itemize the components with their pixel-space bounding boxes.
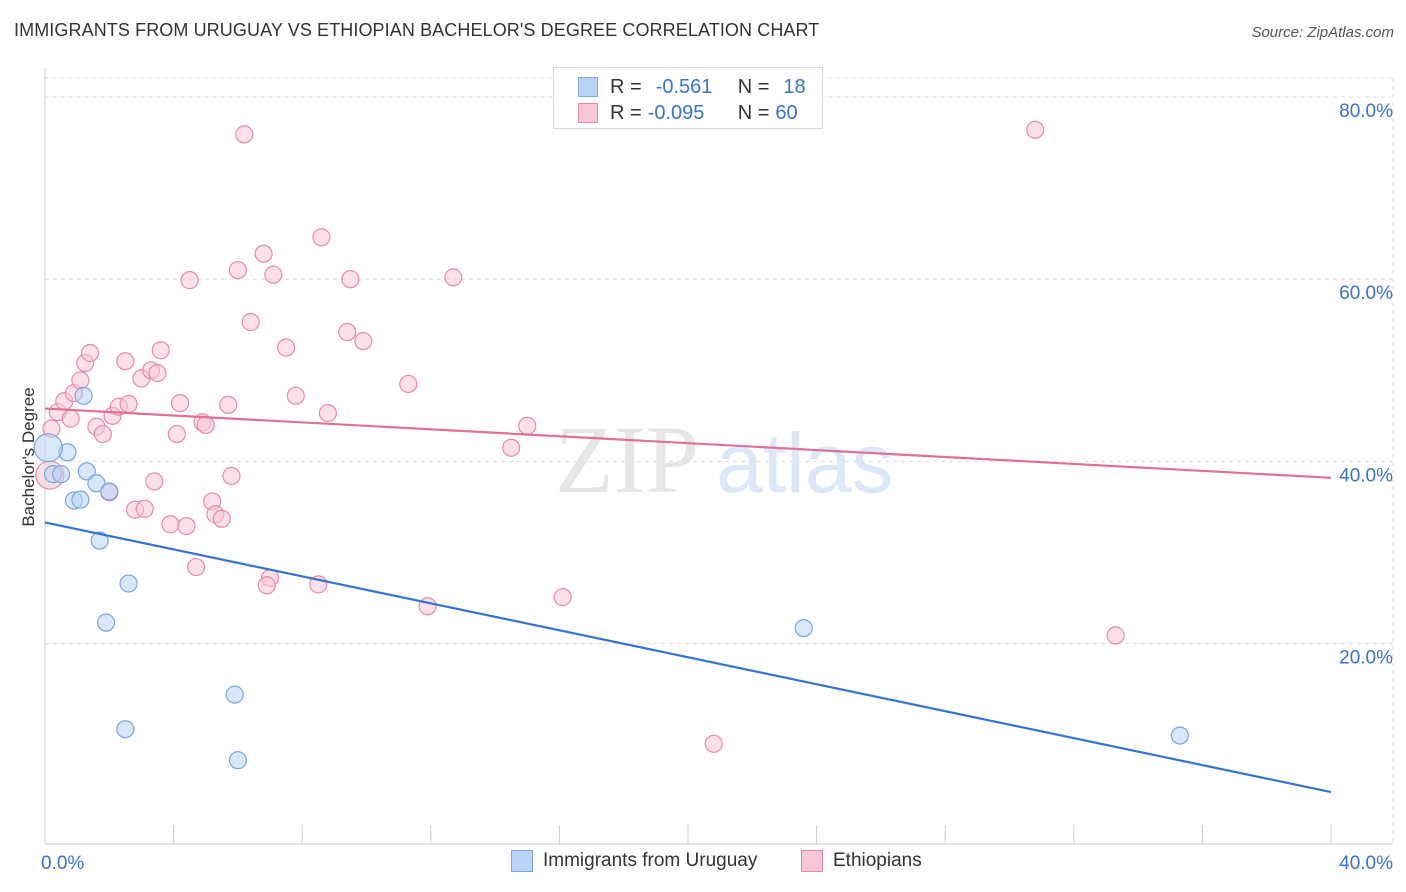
ethiopians-point: [1106, 626, 1125, 645]
uruguay-trend-line: [44, 521, 1332, 794]
ethiopians-point: [312, 228, 331, 247]
ethiopians-point: [80, 343, 100, 363]
ethiopians-point: [254, 244, 273, 263]
legend-swatch-blue: [578, 77, 598, 97]
legend-n-label: N =: [737, 75, 770, 98]
ethiopians-trend-line: [44, 407, 1332, 479]
uruguay-point: [119, 574, 138, 593]
uruguay-point: [33, 433, 63, 463]
ethiopians-point: [61, 409, 80, 428]
ethiopians-point: [553, 588, 572, 607]
ethiopians-point: [228, 260, 247, 280]
ethiopians-point: [277, 338, 296, 357]
legend-r-label: R =: [610, 101, 642, 124]
ethiopians-point: [286, 386, 305, 405]
series-legend-uruguay[interactable]: Immigrants from Uruguay: [511, 850, 757, 872]
uruguay-point: [225, 685, 244, 704]
uruguay-point: [228, 751, 247, 770]
series-swatch-blue: [511, 850, 533, 872]
legend-row-ethiopians: R = -0.095 N = 60: [578, 101, 798, 125]
legend-r-value: -0.561: [655, 75, 713, 98]
ethiopians-point: [318, 404, 338, 423]
uruguay-point: [71, 490, 90, 509]
ethiopians-point: [196, 415, 215, 435]
ethiopians-point: [145, 472, 164, 491]
uruguay-point: [77, 462, 96, 481]
ethiopians-point: [148, 363, 167, 383]
ethiopians-point: [212, 509, 231, 528]
ethiopians-point: [502, 438, 521, 457]
ethiopians-point: [399, 374, 418, 394]
watermark-atlas: atlas: [716, 416, 893, 510]
x-tick-label: 0.0%: [41, 853, 84, 874]
y-tick-label: 40.0%: [1339, 465, 1393, 486]
uruguay-point: [96, 613, 116, 632]
series-legend-ethiopians[interactable]: Ethiopians: [801, 850, 922, 872]
ethiopians-point: [704, 734, 723, 753]
uruguay-point: [51, 465, 71, 484]
ethiopians-point: [170, 393, 190, 413]
uruguay-point: [90, 531, 109, 550]
ethiopians-point: [167, 424, 186, 444]
legend-n-value: 60: [775, 101, 798, 124]
y-tick-label: 60.0%: [1339, 283, 1393, 304]
series-swatch-pink: [801, 850, 823, 872]
y-tick-label: 20.0%: [1339, 648, 1393, 669]
ethiopians-point: [222, 466, 241, 486]
legend-r-label: R =: [610, 75, 642, 98]
legend-n-label: N =: [737, 101, 770, 124]
ethiopians-point: [180, 271, 199, 290]
y-tick-label: 80.0%: [1339, 101, 1393, 122]
ethiopians-point: [187, 557, 206, 577]
uruguay-point: [74, 386, 93, 405]
series-legend: Immigrants from Uruguay Ethiopians: [0, 850, 1406, 880]
y-axis-label: Bachelor's Degree: [19, 387, 38, 526]
series-legend-label: Ethiopians: [833, 850, 922, 871]
ethiopians-point: [71, 371, 90, 390]
ethiopians-point: [135, 499, 154, 518]
ethiopians-point: [235, 125, 254, 144]
uruguay-point: [87, 474, 106, 493]
ethiopians-point: [161, 515, 180, 534]
ethiopians-point: [116, 352, 135, 371]
ethiopians-point: [241, 312, 260, 332]
legend-swatch-pink: [578, 103, 598, 123]
uruguay-point: [794, 618, 813, 638]
x-tick-label: 40.0%: [1339, 853, 1393, 874]
ethiopians-point: [518, 416, 537, 435]
ethiopians-point: [151, 341, 170, 360]
chart-title: IMMIGRANTS FROM URUGUAY VS ETHIOPIAN BAC…: [14, 20, 820, 40]
ethiopians-point: [1026, 120, 1045, 139]
uruguay-point: [1170, 726, 1189, 745]
uruguay-point: [100, 482, 119, 501]
ethiopians-point: [257, 576, 276, 595]
legend-n-value: 18: [783, 75, 806, 98]
ethiopians-point: [93, 424, 112, 444]
ethiopians-point: [119, 394, 138, 414]
ethiopians-point: [341, 270, 360, 289]
series-legend-label: Immigrants from Uruguay: [543, 850, 758, 871]
uruguay-point: [116, 720, 135, 739]
legend-row-uruguay: R = -0.561 N = 18: [578, 75, 806, 99]
ethiopians-point: [219, 395, 238, 415]
source-label: Source: ZipAtlas.com: [1251, 24, 1394, 41]
correlation-legend: R = -0.561 N = 18 R = -0.095 N = 60: [553, 67, 823, 129]
ethiopians-point: [444, 268, 463, 287]
ethiopians-point: [264, 265, 283, 284]
ethiopians-point: [338, 322, 357, 342]
ethiopians-point: [177, 516, 196, 536]
watermark-zip: ZIP: [555, 406, 699, 513]
ethiopians-point: [354, 332, 373, 351]
legend-r-value: -0.095: [647, 101, 705, 124]
